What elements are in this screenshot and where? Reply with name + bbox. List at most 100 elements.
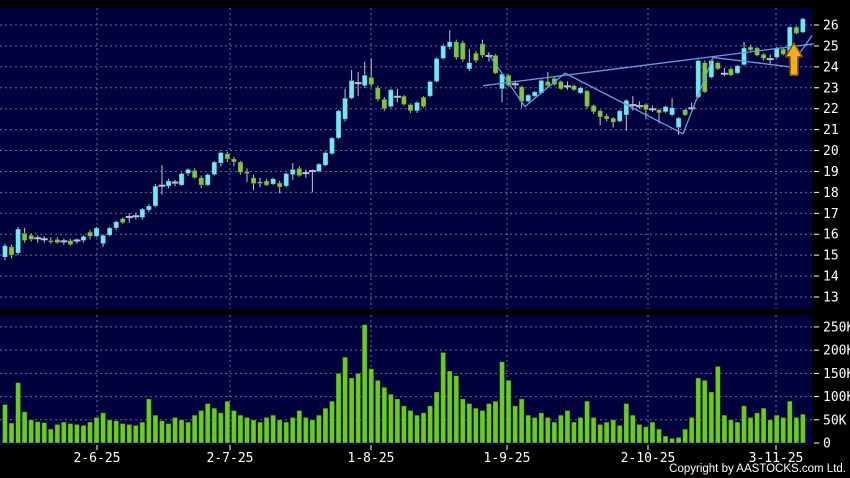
candle-body [329, 137, 335, 155]
volume-bar [60, 421, 67, 444]
volume-bar [538, 412, 545, 444]
candle [21, 227, 28, 243]
volume-bar [15, 382, 21, 444]
volume-bar [486, 403, 492, 444]
price-tick-label: 25 [823, 39, 839, 54]
volume-bar [152, 414, 159, 444]
candle [342, 88, 348, 122]
chart-annotations[interactable] [482, 35, 815, 135]
candle [178, 172, 185, 187]
up-arrow-signal-icon[interactable] [784, 42, 804, 76]
price-tick-label: 23 [823, 81, 839, 96]
candle [250, 174, 257, 191]
candle [387, 88, 394, 108]
candle-body [100, 234, 106, 245]
volume-bar [119, 423, 126, 444]
candle [616, 109, 623, 123]
rising-support-line[interactable] [482, 43, 815, 87]
candle [368, 58, 375, 87]
candle-body [734, 65, 741, 74]
volume-bar [747, 417, 754, 444]
volume-bar [257, 421, 263, 444]
candle [257, 177, 263, 188]
candle [695, 59, 702, 99]
price-tick-label: 20 [823, 144, 839, 159]
date-axis: 2-6-25 2-7-25 1-8-25 1-9-25 2-10-25 3-11-25 [74, 445, 803, 466]
date-tick-label: 2-6-25 [74, 451, 121, 466]
volume-bar [217, 412, 224, 444]
volume-bar [113, 420, 120, 444]
candle-body [610, 117, 617, 123]
candle [381, 97, 388, 111]
volume-bar [610, 419, 617, 444]
candle [60, 238, 68, 245]
candle [40, 236, 48, 243]
volume-bar [754, 412, 760, 444]
volume-bar [492, 400, 499, 444]
candle [401, 95, 407, 106]
volume-bar [721, 414, 728, 444]
candle [590, 104, 597, 114]
candle [152, 184, 159, 208]
volume-tick-label: 100K [823, 390, 850, 405]
candle [544, 72, 551, 87]
volume-bar [518, 398, 525, 444]
volume-bar [695, 377, 702, 444]
volume-bar [708, 391, 715, 444]
volume-bar [302, 417, 309, 444]
candle [145, 203, 152, 213]
candle [531, 90, 538, 98]
candle [34, 235, 42, 243]
candle-body [198, 177, 205, 186]
candle [54, 237, 61, 244]
candle [283, 172, 290, 188]
price-tick-label: 13 [823, 290, 839, 305]
volume-bar [270, 414, 277, 444]
candle [407, 103, 414, 113]
candle-body [28, 234, 35, 240]
candle [308, 169, 316, 193]
volume-tick-label: 250K [823, 320, 850, 335]
volume-bar [54, 424, 61, 444]
volume-bar [329, 400, 335, 444]
candle-body [54, 239, 61, 243]
candle-body [113, 221, 120, 229]
volume-bar [381, 386, 388, 444]
candle [747, 44, 754, 52]
volume-bar [767, 419, 774, 444]
candle [348, 69, 355, 100]
candle [374, 85, 381, 102]
candle [793, 26, 800, 35]
volume-bar [584, 400, 590, 444]
volume-bar [656, 428, 662, 444]
candle-body [747, 46, 754, 51]
candlestick-pane[interactable] [0, 8, 812, 309]
volume-bar [172, 417, 178, 444]
volume-bar [93, 417, 100, 444]
volume-bar [760, 407, 767, 444]
candle [335, 109, 342, 140]
volume-bar [440, 352, 447, 444]
candle-body [276, 182, 283, 188]
volume-bar [322, 407, 329, 444]
candle-body [217, 152, 224, 164]
candle [479, 39, 486, 58]
volume-pane[interactable] [0, 315, 812, 445]
candle-body [414, 102, 420, 112]
candle [635, 101, 643, 109]
price-tick-label: 19 [823, 165, 839, 180]
candle [224, 151, 231, 163]
volume-bar [597, 424, 604, 444]
candle [682, 108, 689, 117]
candle [185, 168, 192, 176]
candle-body [427, 81, 434, 97]
candle-body [211, 161, 218, 175]
candle-body [401, 95, 407, 105]
candle [420, 96, 427, 108]
volume-bar [237, 414, 244, 444]
candle [15, 226, 21, 256]
candle [472, 51, 479, 63]
volume-bar [361, 324, 368, 444]
candle-body [616, 110, 623, 122]
